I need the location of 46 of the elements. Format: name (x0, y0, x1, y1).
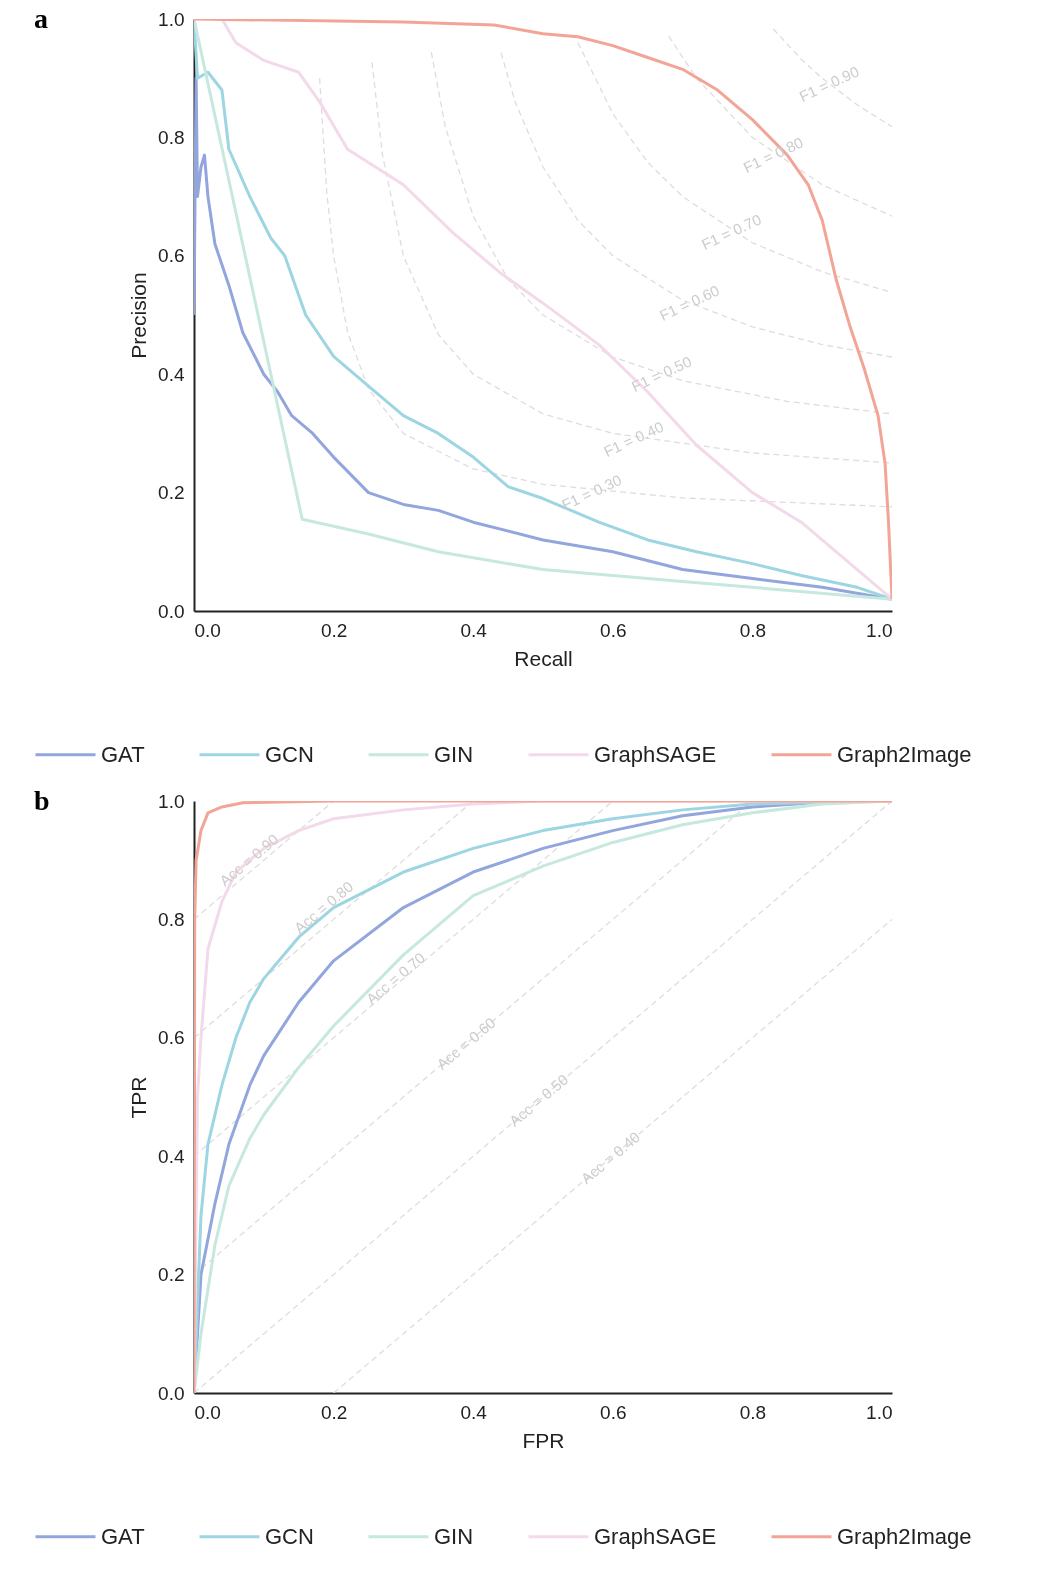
x-tick-label: 1.0 (866, 619, 893, 641)
x-tick-label: 0.4 (460, 619, 488, 641)
x-tick-label: 0.2 (320, 1401, 348, 1423)
chart-title: b (34, 785, 50, 816)
x-tick-label: 0.0 (194, 619, 221, 641)
line-series (194, 801, 892, 1393)
line-series (772, 28, 892, 128)
y-tick-label: 1.0 (158, 790, 185, 812)
x-axis-title: Recall (514, 646, 573, 670)
y-tick-label: 0.8 (158, 126, 185, 148)
y-tick-label: 0.2 (158, 482, 185, 504)
legend-label: GCN (265, 1523, 314, 1549)
line-series (371, 61, 892, 464)
y-tick-label: 0.6 (158, 1027, 185, 1049)
y-tick-label: 0.4 (158, 1145, 185, 1167)
x-tick-label: 0.6 (600, 619, 627, 641)
x-tick-label: 0.2 (320, 619, 348, 641)
y-axis-title: TPR (127, 1076, 151, 1119)
x-tick-label: 0.6 (600, 1401, 627, 1423)
legend-label: GraphSAGE (594, 1523, 717, 1549)
y-tick-label: 0.6 (158, 245, 185, 267)
legend-label: GAT (101, 741, 145, 767)
y-tick-label: 1.0 (158, 8, 185, 30)
x-tick-label: 0.8 (739, 619, 767, 641)
y-axis-title: Precision (127, 272, 151, 359)
line-series (430, 51, 892, 415)
y-tick-label: 0.0 (158, 600, 185, 622)
legend-label: GraphSAGE (594, 741, 717, 767)
x-tick-label: 0.4 (460, 1401, 488, 1423)
chart-title: a (34, 3, 48, 34)
y-tick-label: 0.4 (158, 363, 185, 385)
legend-label: GIN (434, 741, 474, 767)
legend-label: GCN (265, 741, 314, 767)
legend-label: Graph2Image (837, 741, 972, 767)
y-tick-label: 0.8 (158, 908, 185, 930)
legend-label: GIN (434, 1523, 474, 1549)
legend-label: Graph2Image (837, 1523, 972, 1549)
y-tick-label: 0.2 (158, 1264, 185, 1286)
x-tick-label: 0.0 (194, 1401, 221, 1423)
x-axis-title: FPR (522, 1428, 565, 1452)
x-tick-label: 0.8 (739, 1401, 767, 1423)
line-series (500, 52, 892, 358)
line-series (667, 35, 892, 217)
legend-label: GAT (101, 1523, 145, 1549)
x-tick-label: 1.0 (866, 1401, 893, 1423)
y-tick-label: 0.0 (158, 1382, 185, 1404)
